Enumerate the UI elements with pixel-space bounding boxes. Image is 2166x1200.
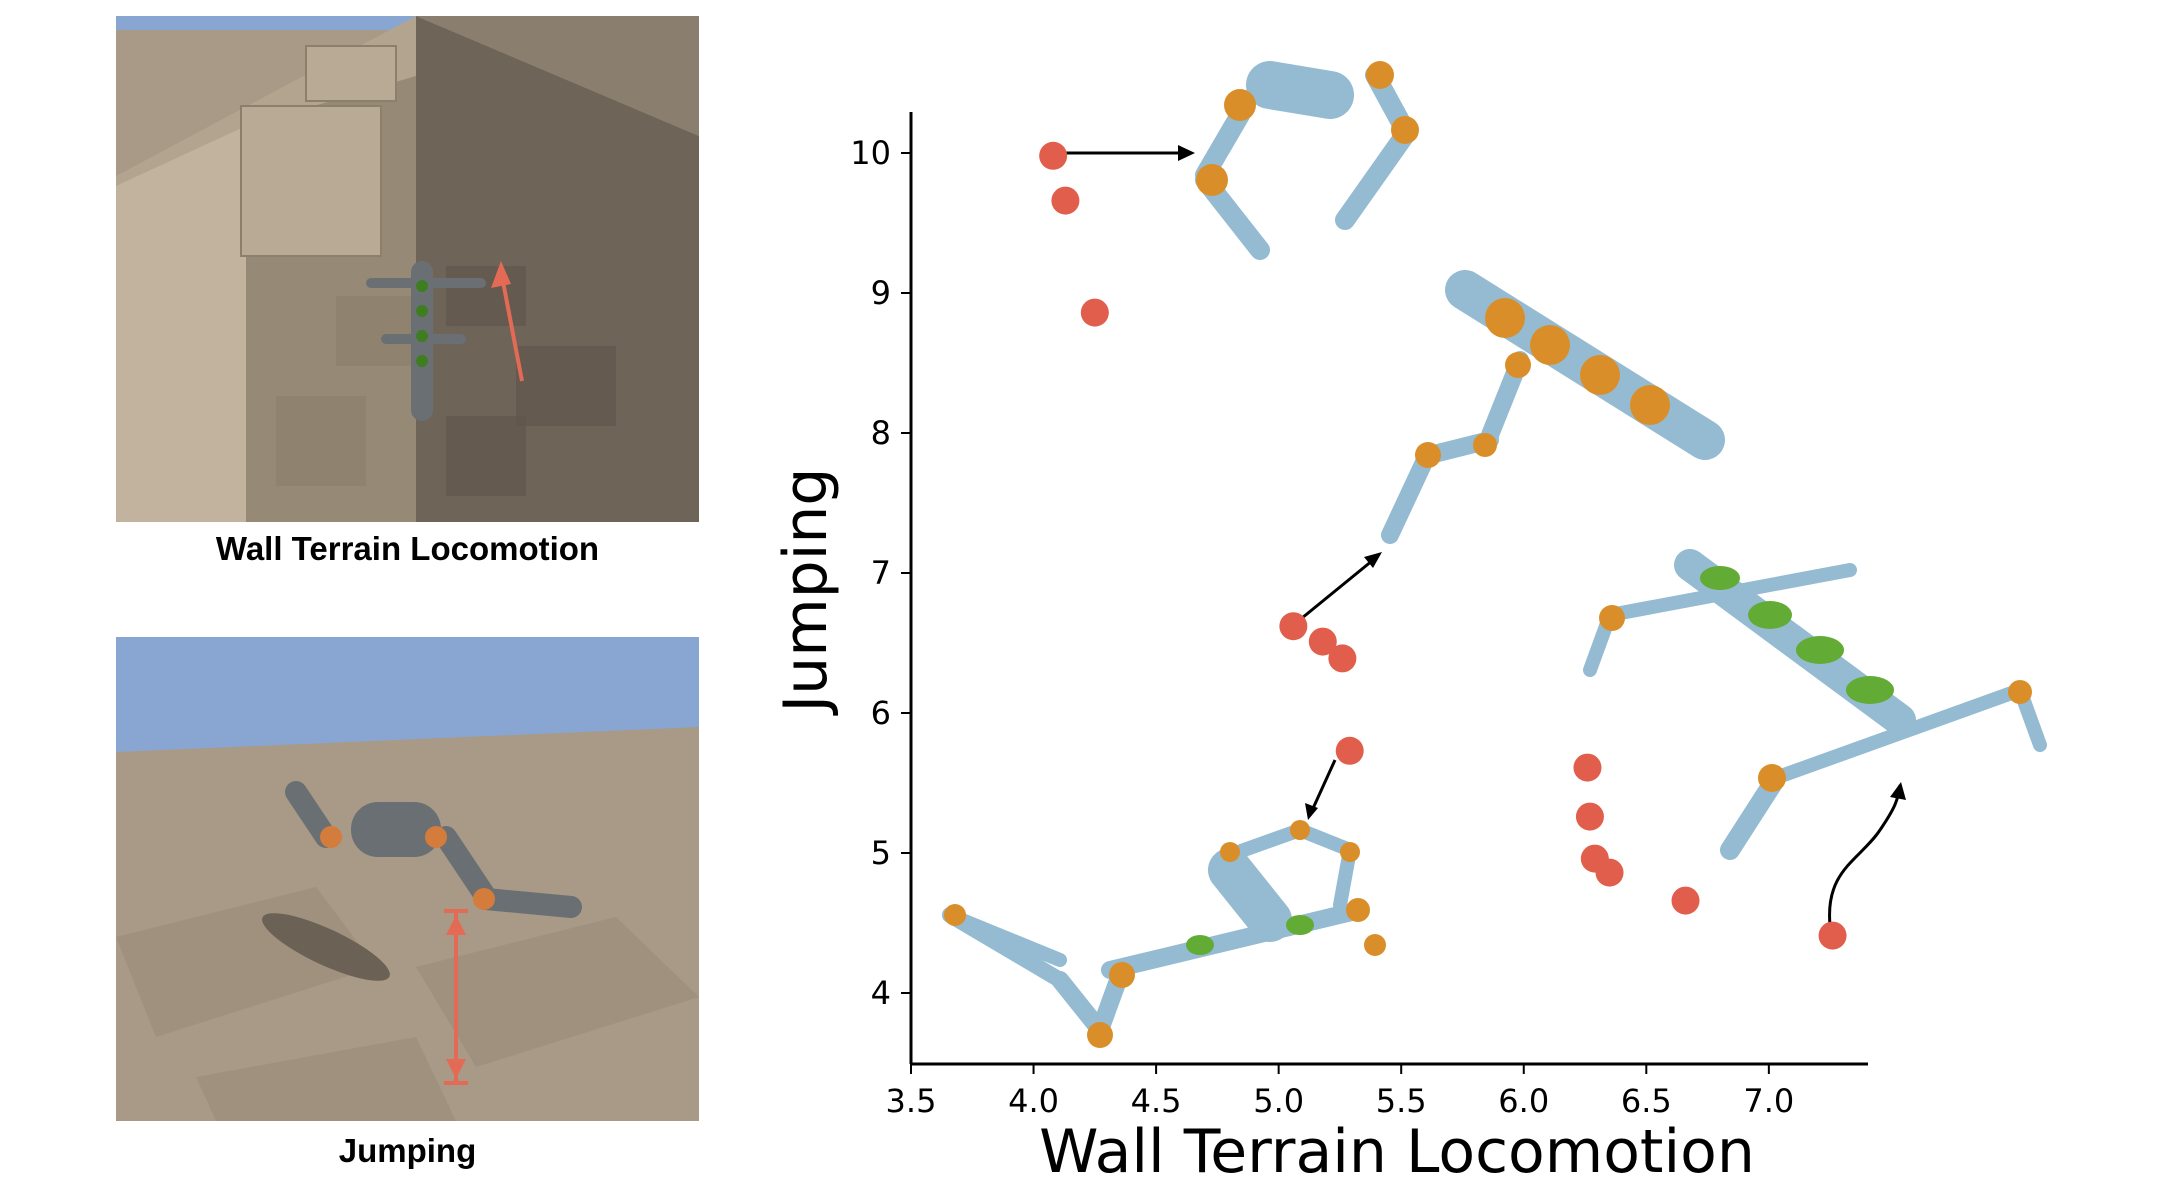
x-tick-label: 5.0 (1253, 1082, 1304, 1120)
y-tick-label: 10 (850, 134, 891, 172)
motion-arrow-icon (491, 261, 524, 382)
jumping-image (116, 637, 699, 1121)
scatter-point (1671, 886, 1700, 915)
x-axis-title: Wall Terrain Locomotion (1039, 1117, 1755, 1187)
x-tick-label: 3.5 (886, 1082, 937, 1120)
jumping-robot-icon (285, 781, 582, 918)
x-tick-label: 6.5 (1621, 1082, 1672, 1120)
bottom-panel-label: Jumping (338, 1132, 477, 1169)
y-axis-title: Jumping (771, 467, 841, 716)
y-tick-label: 7 (871, 554, 891, 592)
sky (116, 637, 699, 752)
scatter-point (1335, 736, 1364, 765)
height-arrow-icon (444, 909, 468, 1085)
x-tick-label: 7.0 (1743, 1082, 1794, 1120)
wall-robot-icon (366, 261, 486, 421)
scatter-point (1595, 858, 1624, 887)
robot-illustration-bottom-icon (942, 820, 1386, 1048)
scatter-point (1818, 921, 1847, 950)
y-tick-label: 9 (871, 274, 891, 312)
scatter-point (1279, 612, 1308, 641)
y-tick-label: 5 (871, 834, 891, 872)
x-tick-label: 4.0 (1008, 1082, 1059, 1120)
scatter-point (1328, 644, 1357, 673)
y-tick-label: 8 (871, 414, 891, 452)
jumping-scene (116, 637, 699, 1121)
y-tick-label: 4 (871, 974, 891, 1012)
robot-illustration-mid-icon (1381, 270, 1725, 544)
robot-illustration-right-icon (1583, 549, 2047, 860)
scatter-point (1308, 627, 1337, 656)
scatter-point (1051, 186, 1080, 215)
x-tick-label: 5.5 (1376, 1082, 1427, 1120)
wall-terrain-scene (116, 16, 699, 522)
y-tick-label: 6 (871, 694, 891, 732)
scatter-point (1575, 802, 1604, 831)
annotation-arrows-icon (1062, 145, 1906, 926)
robot-illustration-top-icon (1195, 61, 1419, 260)
scatter-point (1080, 298, 1109, 327)
scatter-point (1039, 141, 1068, 170)
scatter-point (1573, 753, 1602, 782)
x-tick-label: 4.5 (1131, 1082, 1182, 1120)
top-panel-label: Wall Terrain Locomotion (215, 530, 600, 567)
wall-terrain-image (116, 16, 699, 522)
x-tick-label: 6.0 (1498, 1082, 1549, 1120)
